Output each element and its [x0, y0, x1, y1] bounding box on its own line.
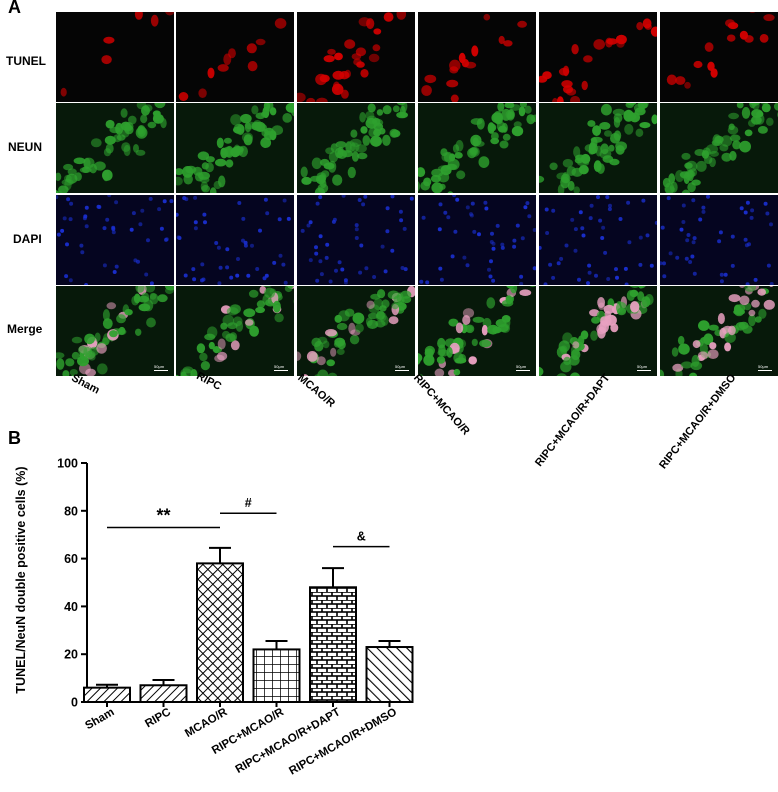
micrograph-dapi-5 [539, 195, 657, 285]
scale-bar: 50μm [154, 364, 168, 371]
x-tick-label: MCAO/R [183, 706, 230, 740]
error-bar-6 [378, 640, 401, 648]
micrograph-merge-4: 50μm [418, 286, 536, 376]
error-bar-2 [152, 679, 175, 686]
micrograph-merge-2: 50μm [176, 286, 294, 376]
row-label-merge: Merge [7, 322, 43, 336]
x-tick-label: RIPC+MCAO/R+DAPT [234, 706, 343, 776]
micrograph-tunel-5 [539, 12, 657, 102]
micrograph-merge-3: 50μm [297, 286, 415, 376]
row-label-tunel: TUNEL [6, 54, 46, 68]
scale-bar: 50μm [516, 364, 530, 371]
micrograph-neun-5 [539, 103, 657, 193]
bar-3 [196, 562, 244, 703]
col-label-ripc-mcaor: RIPC+MCAO/R [411, 372, 472, 438]
bar-1 [83, 686, 131, 704]
significance-annotations: ** # & [107, 496, 390, 548]
micrograph-dapi-2 [176, 195, 294, 285]
chart-bars: Sham RIPC MCAO/RRIPC+MCAO/RRIPC+MCAO/R+DAP… [83, 546, 414, 778]
micrograph-merge-5: 50μm [539, 286, 657, 376]
micrograph-merge-1: 50μm [56, 286, 174, 376]
micrograph-tunel-6 [660, 12, 778, 102]
scale-bar: 50μm [637, 364, 651, 371]
error-bar-3 [209, 546, 231, 564]
x-tick-label: RIPC [143, 706, 173, 730]
scale-bar: 50μm [274, 364, 288, 371]
micrograph-dapi-4 [418, 195, 536, 285]
micrograph-dapi-1 [56, 195, 174, 285]
y-tick-label: 40 [64, 600, 78, 614]
micrograph-neun-6 [660, 103, 778, 193]
micrograph-neun-2 [176, 103, 294, 193]
bar-6 [365, 646, 414, 703]
scale-bar: 50μm [395, 364, 409, 371]
row-label-dapi: DAPI [13, 232, 42, 246]
y-tick-label: 80 [64, 504, 78, 518]
scale-bar: 50μm [758, 364, 772, 371]
y-tick-label: 100 [57, 457, 78, 471]
error-bar-1 [96, 683, 118, 688]
bar-4 [252, 648, 301, 703]
error-bar-5 [322, 567, 344, 588]
micrograph-panel: TUNEL NEUN DAPI Merge 50μm 50μm 50μm 50μm 50… [6, 12, 778, 471]
significance-mark-1: ** [156, 506, 170, 526]
x-tick-label: Sham [83, 706, 116, 732]
x-tick-label: RIPC+MCAO/R+DMSO [287, 706, 399, 777]
col-label-mcaor: MCAO/R [295, 372, 338, 410]
y-tick-label: 0 [71, 696, 78, 710]
panel-a-letter: A [8, 0, 21, 17]
bar-5 [309, 586, 357, 703]
micrograph-tunel-2 [176, 12, 294, 102]
micrograph-tunel-1 [56, 12, 174, 102]
significance-mark-3: & [357, 530, 366, 544]
micrograph-merge-6: 50μm [660, 286, 778, 376]
micrograph-neun-4 [418, 103, 536, 193]
significance-mark-2: # [245, 496, 252, 510]
y-axis-label: TUNEL/NeuN double positive cells (%) [14, 466, 28, 693]
micrograph-tunel-4 [418, 12, 536, 102]
micrograph-neun-1 [56, 103, 174, 193]
error-bar-4 [265, 640, 288, 650]
bar-2 [139, 684, 188, 704]
micrograph-neun-3 [297, 103, 415, 193]
row-label-neun: NEUN [8, 140, 43, 154]
panel-b-letter: B [8, 428, 21, 448]
micrograph-tunel-3 [297, 12, 415, 102]
y-tick-label: 60 [64, 552, 78, 566]
y-tick-label: 20 [64, 648, 78, 662]
micrograph-dapi-3 [297, 195, 415, 285]
micrograph-dapi-6 [660, 195, 778, 285]
